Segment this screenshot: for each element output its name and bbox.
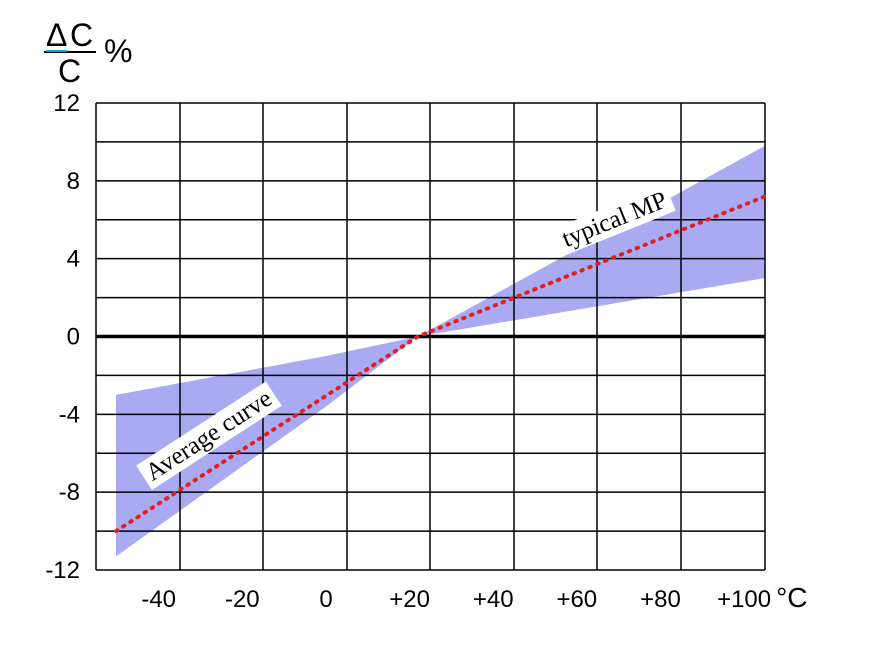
y-tick-label: -4 bbox=[59, 401, 80, 428]
annotation-background bbox=[136, 381, 282, 490]
y-label-numerator: C bbox=[70, 17, 93, 53]
x-tick-label: +20 bbox=[389, 586, 430, 613]
tick-layer: 12 8 4 0 -4 -8 -12 -40 -20 0 +20 +40 +60 +80 +100 °C bbox=[45, 90, 807, 613]
x-tick-label: +60 bbox=[556, 586, 597, 613]
x-tick-label: -40 bbox=[141, 586, 176, 613]
y-tick-label: 4 bbox=[67, 246, 80, 273]
annotation-background bbox=[553, 183, 676, 256]
x-tick-label: +40 bbox=[473, 586, 514, 613]
tolerance-band bbox=[116, 145, 765, 557]
y-label-delta-symbol: Δ bbox=[46, 17, 67, 53]
y-label-denominator: C bbox=[58, 53, 81, 89]
y-tick-label: -8 bbox=[59, 479, 80, 506]
average-curve-line bbox=[114, 194, 767, 534]
y-tick-label: 0 bbox=[67, 324, 80, 351]
y-tick-label: -12 bbox=[45, 557, 80, 584]
y-tick-label: 8 bbox=[67, 168, 80, 195]
y-label-unit: % bbox=[104, 33, 132, 69]
x-tick-label: +80 bbox=[640, 586, 681, 613]
y-tick-label: 12 bbox=[53, 90, 80, 117]
grid-layer bbox=[95, 102, 766, 571]
y-axis-label: Δ C C % bbox=[44, 17, 132, 89]
line-layer bbox=[114, 194, 767, 534]
x-tick-label: 0 bbox=[319, 586, 332, 613]
band-layer bbox=[116, 145, 765, 557]
x-tick-label: +100 bbox=[717, 586, 771, 613]
x-axis-unit: °C bbox=[776, 582, 807, 613]
x-tick-label: -20 bbox=[225, 586, 260, 613]
